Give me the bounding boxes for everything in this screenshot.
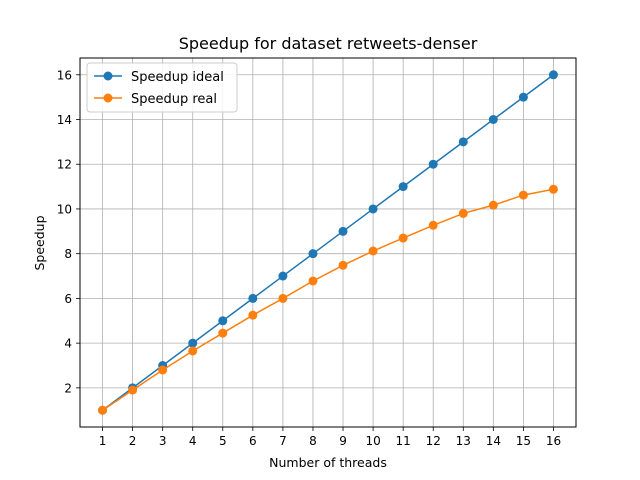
data-point-real: [368, 246, 378, 256]
legend-marker-real: [103, 93, 113, 103]
legend: Speedup ideal Speedup real: [86, 62, 238, 113]
data-point-real: [488, 200, 498, 210]
data-point-real: [218, 328, 228, 338]
data-point-real: [278, 293, 288, 303]
x-tick-label: 13: [456, 434, 471, 448]
series-layer: [98, 70, 558, 415]
data-point-real: [248, 310, 258, 320]
x-axis-label: Number of threads: [269, 455, 387, 470]
y-axis-label: Speedup: [32, 215, 47, 270]
data-point-ideal: [488, 115, 498, 124]
data-point-ideal: [188, 338, 198, 348]
x-tick-label: 11: [396, 434, 411, 448]
series-real: [98, 184, 558, 415]
legend-label-real: Speedup real: [131, 92, 217, 107]
data-point-ideal: [338, 226, 348, 236]
series-line-ideal: [102, 74, 554, 411]
data-point-real: [428, 220, 438, 230]
y-tick-label: 8: [64, 247, 72, 261]
y-tick-label: 16: [57, 68, 72, 82]
x-tick-label: 3: [159, 434, 167, 448]
data-point-real: [128, 385, 138, 395]
data-point-ideal: [398, 182, 408, 192]
x-tick-label: 12: [426, 434, 441, 448]
y-tick-label: 12: [57, 158, 72, 172]
x-tick-label: 2: [129, 434, 137, 448]
data-point-ideal: [518, 92, 528, 102]
data-point-ideal: [308, 249, 318, 259]
x-tick-label: 6: [249, 434, 257, 448]
legend-marker-ideal: [103, 71, 113, 81]
data-point-ideal: [428, 159, 438, 169]
series-line-real: [102, 188, 554, 411]
y-axis-ticks: 2 4 6 8 10 12 14 16: [57, 68, 80, 395]
plot-frame: [79, 57, 577, 428]
series-ideal: [98, 70, 558, 415]
data-point-ideal: [278, 271, 288, 281]
data-point-real: [518, 190, 528, 200]
data-point-real: [308, 276, 318, 286]
data-point-ideal: [218, 316, 228, 326]
data-point-real: [98, 405, 108, 415]
y-tick-label: 10: [57, 202, 72, 216]
x-tick-label: 5: [219, 434, 227, 448]
data-point-real: [548, 184, 558, 194]
x-tick-label: 14: [486, 434, 501, 448]
data-point-real: [398, 233, 408, 243]
y-tick-label: 4: [64, 337, 72, 351]
x-tick-label: 1: [99, 434, 107, 448]
x-tick-label: 10: [365, 434, 380, 448]
chart-title: Speedup for dataset retweets-denser: [179, 34, 478, 53]
x-tick-label: 8: [309, 434, 317, 448]
x-tick-label: 9: [339, 434, 347, 448]
legend-box: [86, 62, 238, 113]
x-tick-label: 4: [189, 434, 197, 448]
y-tick-label: 6: [64, 292, 72, 306]
legend-label-ideal: Speedup ideal: [131, 70, 224, 85]
data-point-real: [458, 208, 468, 218]
data-point-real: [338, 260, 348, 270]
data-point-ideal: [248, 293, 258, 303]
y-tick-label: 2: [64, 381, 72, 395]
data-point-real: [188, 346, 198, 356]
y-tick-label: 14: [57, 113, 72, 127]
x-tick-label: 16: [546, 434, 561, 448]
data-point-real: [158, 365, 168, 375]
x-tick-label: 7: [279, 434, 287, 448]
data-point-ideal: [368, 204, 378, 214]
data-point-ideal: [548, 70, 558, 80]
x-axis-ticks: 1 2 3 4 5 6 7 8 9 10 11 12 13 14 15 16: [99, 427, 561, 448]
x-tick-label: 15: [516, 434, 531, 448]
data-point-ideal: [458, 137, 468, 147]
